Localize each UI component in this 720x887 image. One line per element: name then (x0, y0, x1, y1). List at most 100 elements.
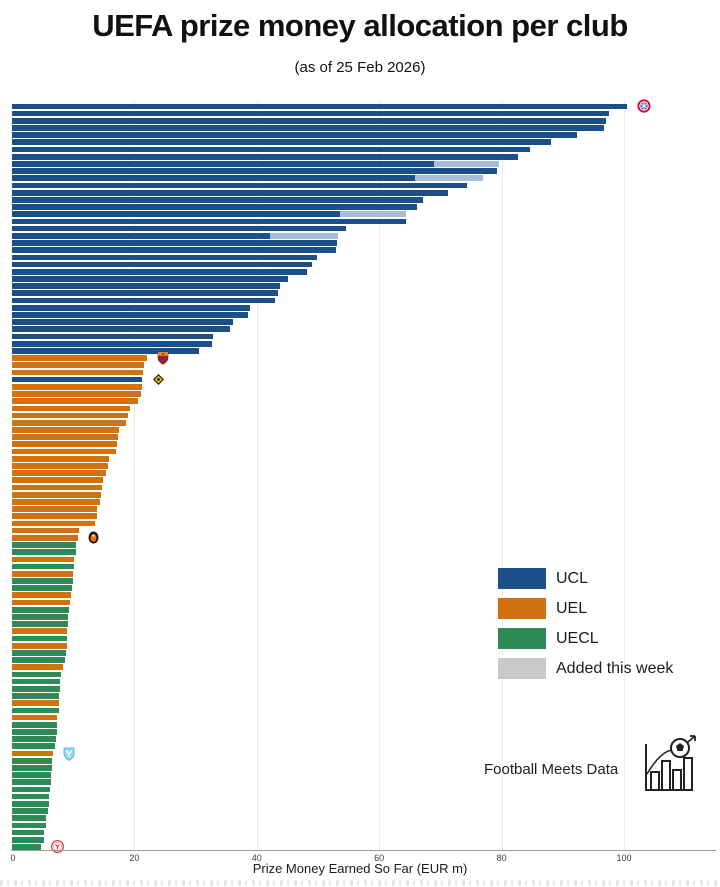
gridline-x-100 (624, 100, 625, 850)
bar-uel (12, 642, 67, 649)
legend-label-uel: UEL (556, 599, 588, 617)
bar-uel (12, 750, 53, 757)
bar-ucl (12, 348, 199, 354)
bar-uecl (12, 671, 61, 678)
bar-uel (12, 383, 142, 390)
bar-uel (12, 427, 120, 433)
bar-uel (12, 405, 130, 412)
bar-uel (12, 499, 100, 505)
bar-ucl (12, 340, 212, 347)
bar-uecl (12, 772, 52, 778)
bar-ucl (12, 283, 281, 290)
bar-uecl (12, 614, 69, 620)
bar-uel (12, 362, 144, 369)
club-crest-shakhtar-donetsk (88, 531, 99, 544)
bar-ucl (12, 117, 606, 124)
chart-subtitle: (as of 25 Feb 2026) (294, 59, 426, 76)
bar-uecl (12, 793, 50, 800)
legend-label-added: Added this week (556, 659, 674, 677)
legend-label-uecl: UECL (556, 629, 599, 647)
bar-added-segment (415, 175, 483, 182)
football-meets-data-icon (638, 734, 696, 799)
bar-ucl (12, 175, 416, 182)
bar-uel (12, 441, 118, 448)
bar-uecl (12, 836, 44, 843)
bar-ucl (12, 376, 143, 383)
bar-ucl (12, 161, 434, 167)
legend-swatch-uel (498, 598, 546, 619)
bar-uecl (12, 657, 65, 663)
bar-uel (12, 556, 75, 563)
bar-ucl (12, 182, 467, 189)
bar-ucl (12, 225, 347, 232)
bar-added-segment (269, 232, 339, 239)
bar-uel (12, 463, 108, 469)
bar-uel (12, 448, 116, 455)
bar-added-segment (433, 161, 499, 167)
bar-uecl (12, 649, 66, 656)
bar-uecl (12, 542, 77, 548)
bar-uecl (12, 844, 41, 850)
bar-ucl (12, 146, 530, 153)
bar-uel (12, 513, 97, 520)
bar-uecl (12, 721, 57, 728)
bar-ucl (12, 297, 276, 304)
legend-item-uel: UEL (498, 598, 673, 619)
bar-uecl (12, 635, 68, 642)
bar-ucl (12, 132, 577, 139)
legend-swatch-uecl (498, 628, 546, 649)
bar-uecl (12, 757, 53, 764)
bar-ucl (12, 211, 340, 218)
bar-uel (12, 599, 71, 606)
bar-ucl (12, 268, 307, 275)
bar-ucl (12, 290, 278, 297)
legend-label-ucl: UCL (556, 569, 589, 587)
gridline-x-40 (256, 100, 258, 850)
bar-uecl (12, 829, 45, 836)
bar-ucl (12, 276, 288, 282)
bar-uel (12, 355, 148, 361)
bar-ucl (12, 125, 604, 131)
legend-item-uecl: UECL (498, 628, 673, 649)
bar-ucl (12, 197, 424, 203)
bar-uel (12, 484, 102, 491)
x-tick-20: 20 (129, 853, 140, 863)
bottom-watermark-strip (0, 880, 720, 886)
bar-uel (12, 700, 59, 707)
bar-ucl (12, 261, 312, 268)
x-axis-line (11, 850, 716, 851)
gridline-x-60 (379, 100, 381, 850)
bar-uecl (12, 578, 73, 584)
bar-ucl (12, 189, 449, 196)
bar-uecl (12, 815, 47, 822)
bar-uel (12, 455, 110, 462)
bar-uel (12, 398, 138, 405)
legend: UCL UEL UECL Added this week (498, 568, 673, 688)
bar-uel (12, 520, 96, 527)
x-tick-0: 0 (10, 853, 16, 863)
club-crest-red-white-roundel (50, 839, 64, 854)
bar-uecl (12, 563, 74, 570)
bar-uecl (12, 678, 61, 685)
legend-item-ucl: UCL (498, 568, 673, 589)
bar-ucl (12, 333, 213, 340)
bar-uel (12, 570, 74, 577)
club-crest-bayern-munich (637, 99, 651, 113)
bar-added-segment (340, 211, 407, 218)
bar-ucl (12, 218, 406, 225)
bar-ucl (12, 232, 270, 239)
bar-uecl (12, 765, 52, 771)
bar-uel (12, 534, 78, 541)
chart-title: UEFA prize money allocation per club (92, 8, 628, 43)
bar-uecl (12, 800, 49, 807)
legend-swatch-added (498, 658, 546, 679)
bar-uel (12, 369, 143, 376)
bar-ucl (12, 139, 551, 146)
bar-uecl (12, 585, 72, 591)
bar-uecl (12, 685, 60, 692)
bar-uel (12, 527, 80, 534)
legend-swatch-ucl (498, 568, 546, 589)
bar-ucl (12, 319, 233, 325)
bar-uecl (12, 606, 69, 613)
bar-uecl (12, 808, 49, 814)
